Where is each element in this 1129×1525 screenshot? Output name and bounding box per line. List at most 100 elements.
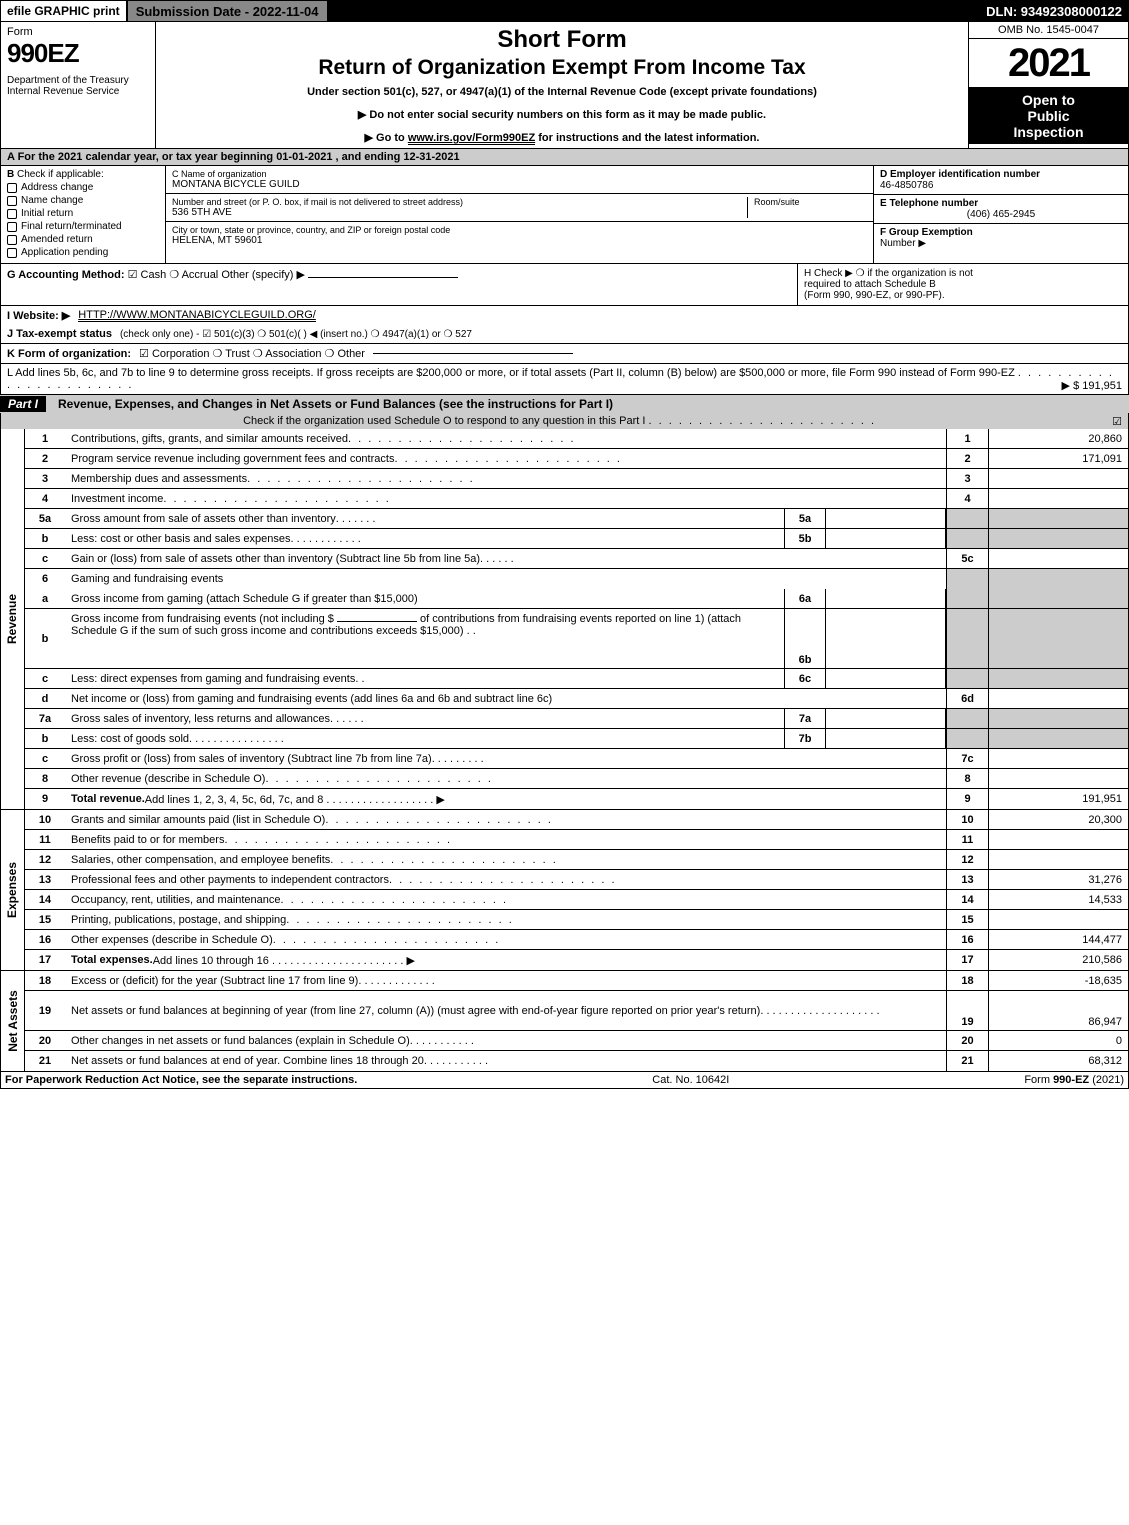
- line-19-val: 86,947: [988, 991, 1128, 1030]
- line-17-num: 17: [25, 950, 65, 970]
- line-5a-inum: 5a: [784, 509, 826, 528]
- section-h: H Check ▶ ❍ if the organization is not r…: [798, 264, 1128, 305]
- footer-center: Cat. No. 10642I: [652, 1074, 729, 1086]
- phone-value: (406) 465-2945: [880, 209, 1122, 220]
- section-l-amount: ▶ $ 191,951: [1062, 379, 1122, 392]
- line-7b-ival: [826, 729, 946, 748]
- line-7b-num: b: [25, 729, 65, 748]
- address-change-label: Address change: [21, 182, 93, 193]
- directive1: ▶ Do not enter social security numbers o…: [168, 108, 956, 121]
- line-7a-ival: [826, 709, 946, 728]
- city-label: City or town, state or province, country…: [172, 225, 867, 235]
- revenue-table: Revenue 1 Contributions, gifts, grants, …: [0, 429, 1129, 810]
- line-6b-num: b: [25, 609, 65, 668]
- line-3-desc: Membership dues and assessments: [65, 469, 946, 488]
- inspection-badge: Open to Public Inspection: [969, 88, 1128, 144]
- line-6d: d Net income or (loss) from gaming and f…: [25, 689, 1128, 709]
- line-13-rnum: 13: [946, 870, 988, 889]
- check-if-applicable: Check if applicable:: [17, 169, 104, 180]
- section-b: B Check if applicable: Address change Na…: [1, 166, 166, 263]
- line-4-num: 4: [25, 489, 65, 508]
- title-line2: Return of Organization Exempt From Incom…: [168, 56, 956, 80]
- line-18-val: -18,635: [988, 971, 1128, 990]
- expenses-label-text: Expenses: [6, 862, 20, 918]
- line-5a-num: 5a: [25, 509, 65, 528]
- line-6a-shade2: [988, 589, 1128, 608]
- section-a: A For the 2021 calendar year, or tax yea…: [0, 149, 1129, 166]
- top-bar-left: efile GRAPHIC print Submission Date - 20…: [1, 1, 329, 21]
- line-12-val: [988, 850, 1128, 869]
- section-b-label: B: [7, 169, 14, 180]
- header-block: Form 990EZ Department of the Treasury In…: [0, 22, 1129, 149]
- line-20-rnum: 20: [946, 1031, 988, 1050]
- irs-link[interactable]: www.irs.gov/Form990EZ: [408, 132, 535, 145]
- application-pending-checkbox[interactable]: [7, 248, 17, 258]
- line-5b-ival: [826, 529, 946, 548]
- website-link[interactable]: HTTP://WWW.MONTANABICYCLEGUILD.ORG/: [78, 309, 316, 322]
- line-12-num: 12: [25, 850, 65, 869]
- section-c: C Name of organization MONTANA BICYCLE G…: [166, 166, 873, 263]
- line-6c-ival: [826, 669, 946, 688]
- line-15-rnum: 15: [946, 910, 988, 929]
- final-return-checkbox[interactable]: [7, 222, 17, 232]
- line-15: 15 Printing, publications, postage, and …: [25, 910, 1128, 930]
- irs-text: Internal Revenue Service: [7, 86, 149, 97]
- part1-subtitle: Check if the organization used Schedule …: [0, 413, 1129, 429]
- footer-right: Form 990-EZ (2021): [1024, 1074, 1124, 1086]
- line-7c: c Gross profit or (loss) from sales of i…: [25, 749, 1128, 769]
- line-18-rnum: 18: [946, 971, 988, 990]
- revenue-rows: 1 Contributions, gifts, grants, and simi…: [25, 429, 1128, 809]
- line-6a-desc: Gross income from gaming (attach Schedul…: [65, 589, 784, 608]
- accrual-option: ❍ Accrual: [169, 269, 218, 281]
- line-19-rnum: 19: [946, 991, 988, 1030]
- initial-return-checkbox[interactable]: [7, 209, 17, 219]
- section-l: L Add lines 5b, 6c, and 7b to line 9 to …: [0, 364, 1129, 395]
- name-change-label: Name change: [21, 195, 83, 206]
- city-state-zip: HELENA, MT 59601: [172, 235, 867, 246]
- line-5b-shade2: [988, 529, 1128, 548]
- line-6-shade2: [988, 569, 1128, 589]
- line-4-val: [988, 489, 1128, 508]
- form-id-column: Form 990EZ Department of the Treasury In…: [1, 22, 156, 148]
- line-7a: 7a Gross sales of inventory, less return…: [25, 709, 1128, 729]
- amended-return-checkbox[interactable]: [7, 235, 17, 245]
- section-i: I Website: ▶ HTTP://WWW.MONTANABICYCLEGU…: [0, 306, 1129, 325]
- line-6d-desc: Net income or (loss) from gaming and fun…: [65, 689, 946, 708]
- line-7b-shade2: [988, 729, 1128, 748]
- footer: For Paperwork Reduction Act Notice, see …: [0, 1072, 1129, 1089]
- line-8: 8 Other revenue (describe in Schedule O)…: [25, 769, 1128, 789]
- line-5a-shade: [946, 509, 988, 528]
- netassets-rows: 18 Excess or (deficit) for the year (Sub…: [25, 971, 1128, 1071]
- line-4-desc: Investment income: [65, 489, 946, 508]
- line-5c-rnum: 5c: [946, 549, 988, 568]
- address-change-checkbox[interactable]: [7, 183, 17, 193]
- website-label: I Website: ▶: [7, 309, 70, 322]
- final-return-label: Final return/terminated: [21, 221, 122, 232]
- line-5b: b Less: cost or other basis and sales ex…: [25, 529, 1128, 549]
- name-change-checkbox[interactable]: [7, 196, 17, 206]
- line-15-num: 15: [25, 910, 65, 929]
- directive2: ▶ Go to www.irs.gov/Form990EZ for instru…: [168, 131, 956, 144]
- initial-return-label: Initial return: [21, 208, 73, 219]
- line-9-num: 9: [25, 789, 65, 809]
- line-2-val: 171,091: [988, 449, 1128, 468]
- line-6a: a Gross income from gaming (attach Sched…: [25, 589, 1128, 609]
- part1-header: Part I Revenue, Expenses, and Changes in…: [0, 395, 1129, 413]
- line-6d-val: [988, 689, 1128, 708]
- line-21-desc: Net assets or fund balances at end of ye…: [65, 1051, 946, 1071]
- line-20-val: 0: [988, 1031, 1128, 1050]
- line-14: 14 Occupancy, rent, utilities, and maint…: [25, 890, 1128, 910]
- line-6-shade: [946, 569, 988, 589]
- line-2-num: 2: [25, 449, 65, 468]
- line-1-val: 20,860: [988, 429, 1128, 448]
- line-21: 21 Net assets or fund balances at end of…: [25, 1051, 1128, 1071]
- line-6c-shade2: [988, 669, 1128, 688]
- expenses-table: Expenses 10 Grants and similar amounts p…: [0, 810, 1129, 971]
- line-6c-inum: 6c: [784, 669, 826, 688]
- expenses-rows: 10 Grants and similar amounts paid (list…: [25, 810, 1128, 970]
- netassets-side-label: Net Assets: [1, 971, 25, 1071]
- inspection-line3: Inspection: [973, 124, 1124, 140]
- line-6: 6 Gaming and fundraising events: [25, 569, 1128, 589]
- inspection-line1: Open to: [973, 92, 1124, 108]
- line-1-num: 1: [25, 429, 65, 448]
